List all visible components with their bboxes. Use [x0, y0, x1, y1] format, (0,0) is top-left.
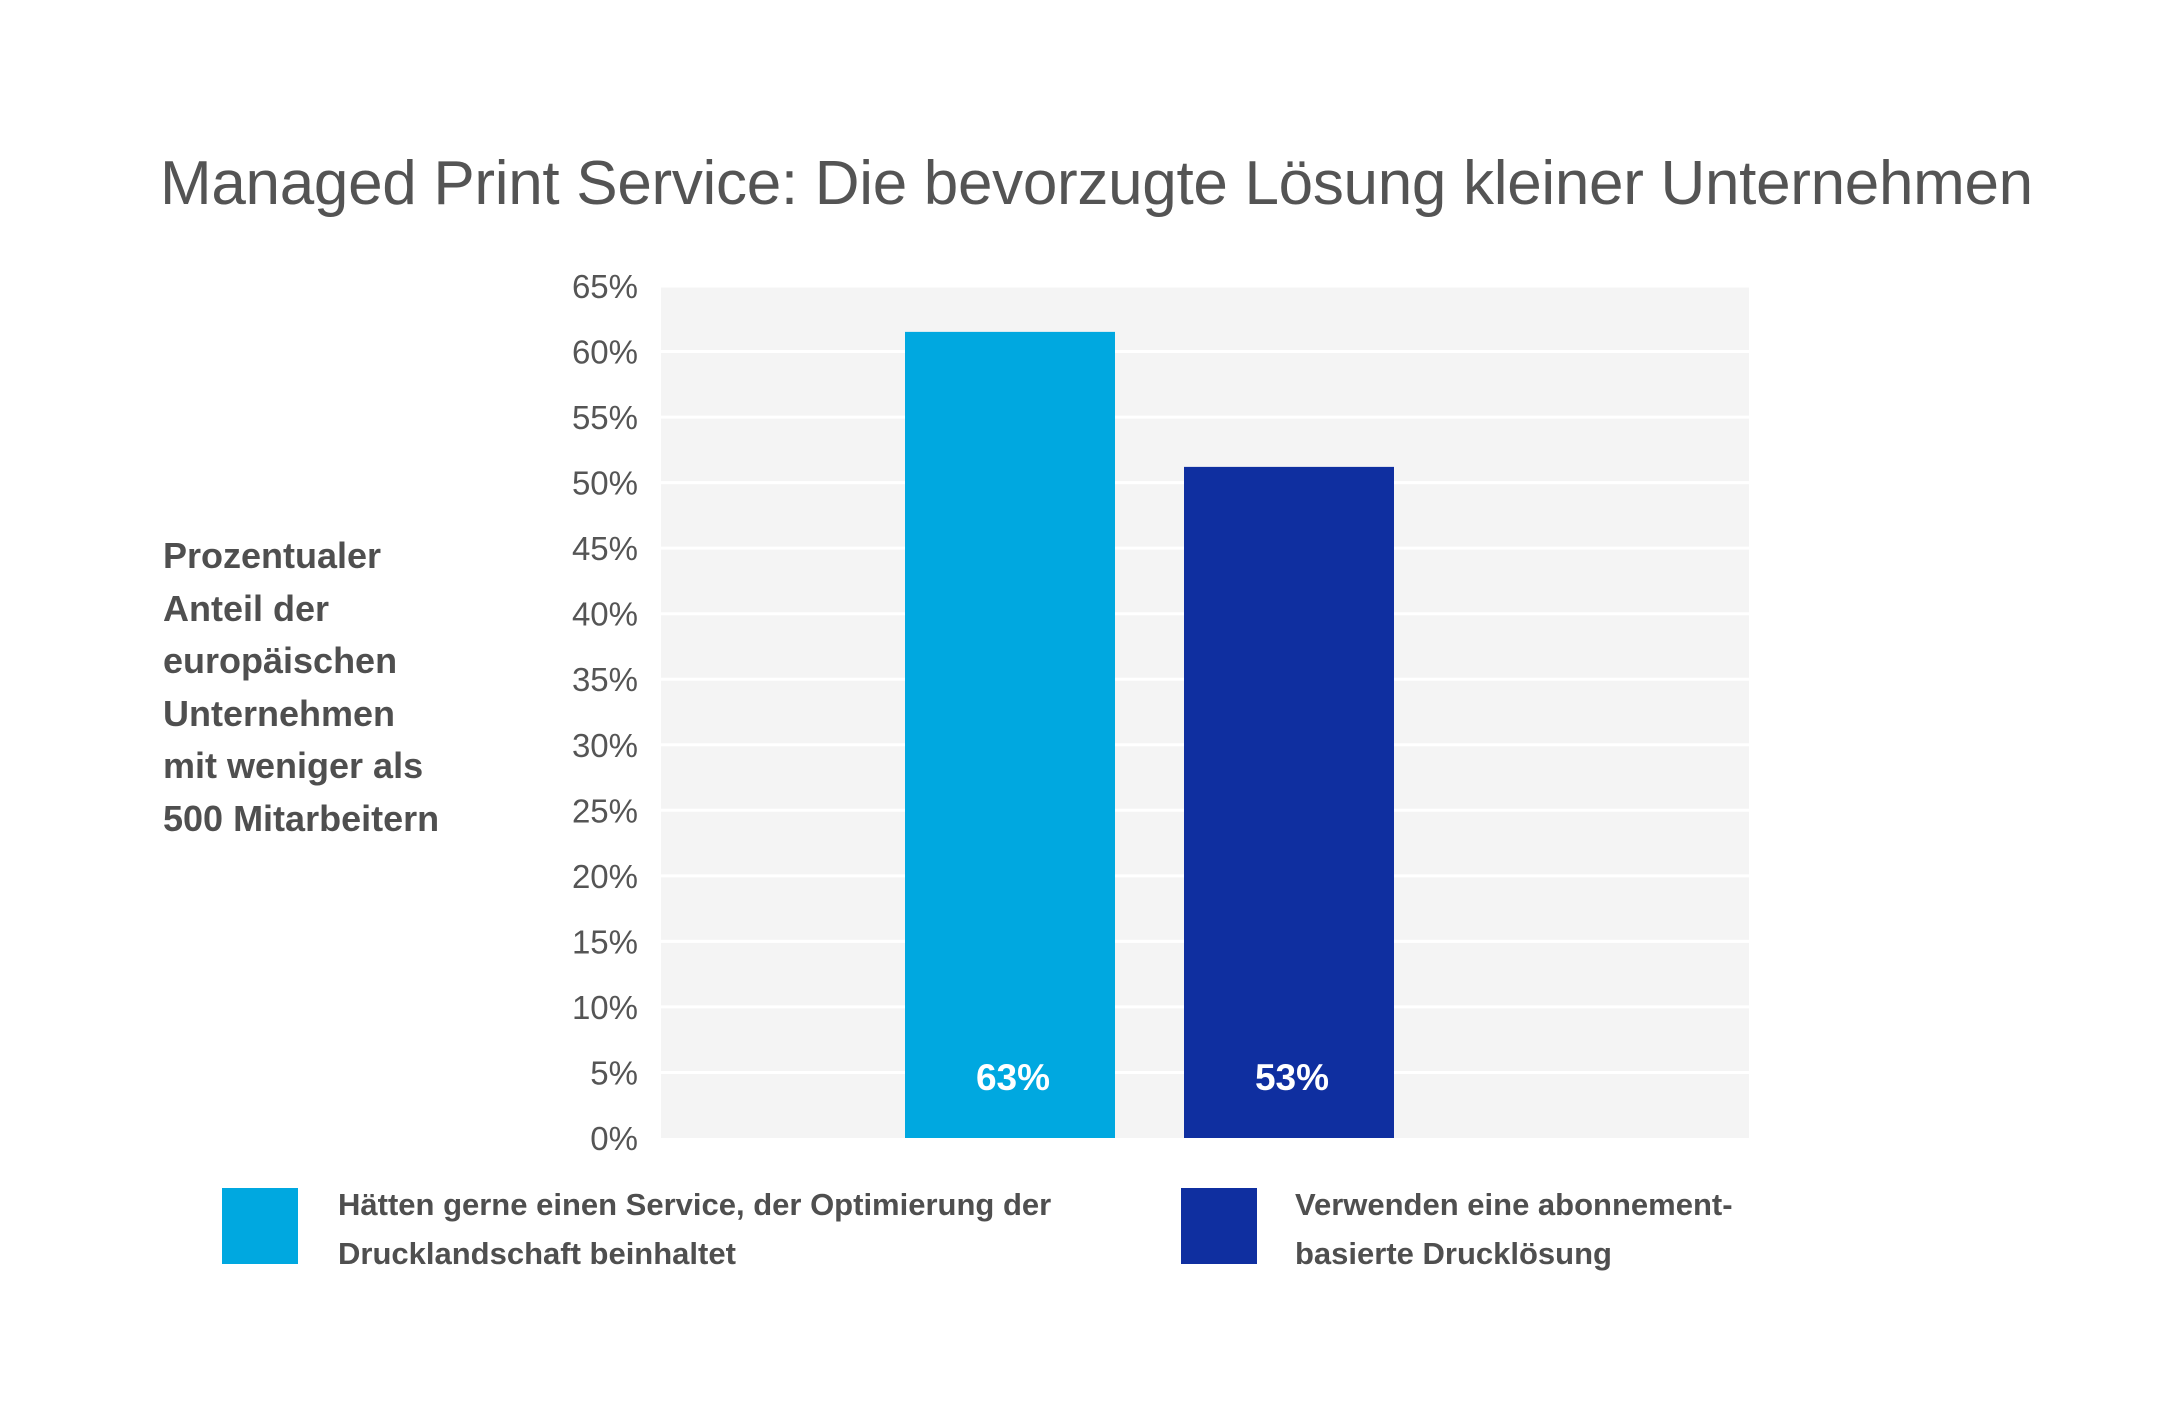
- bar-value-label: 53%: [1255, 1057, 1329, 1098]
- y-tick-label: 25%: [572, 792, 638, 829]
- legend-swatch-subscription: [1181, 1188, 1257, 1264]
- legend-label-subscription: Verwenden eine abonnement- basierte Druc…: [1295, 1180, 1733, 1278]
- y-tick-label: 55%: [572, 399, 638, 436]
- legend-label-service: Hätten gerne einen Service, der Optimier…: [338, 1180, 1051, 1278]
- y-axis-label-line: Unternehmen: [163, 692, 396, 734]
- y-axis-label-line: Anteil der: [163, 587, 330, 629]
- y-tick-label: 20%: [572, 858, 638, 895]
- bar: [1184, 466, 1394, 1139]
- y-tick-label: 15%: [572, 923, 638, 960]
- y-axis-label-line: Prozentualer: [163, 535, 382, 576]
- y-tick-label: 5%: [590, 1054, 638, 1091]
- legend-label-line: Drucklandschaft beinhaltet: [338, 1236, 736, 1271]
- y-axis-label-line: 500 Mitarbeitern: [163, 797, 440, 839]
- y-tick-label: 60%: [572, 334, 638, 371]
- y-tick-label: 10%: [572, 989, 638, 1026]
- y-tick-label: 35%: [572, 661, 638, 698]
- chart-title: Managed Print Service: Die bevorzugte Lö…: [160, 149, 2033, 218]
- y-tick-label: 0%: [590, 1120, 638, 1157]
- y-tick-label: 40%: [572, 596, 638, 633]
- legend-label-line: Verwenden eine abonnement-: [1295, 1187, 1733, 1222]
- y-axis-label: Prozentualer Anteil der europäischen Unt…: [163, 530, 503, 845]
- legend-label-line: basierte Drucklösung: [1295, 1236, 1612, 1271]
- y-tick-label: 50%: [572, 465, 638, 502]
- y-tick-label: 30%: [572, 727, 638, 764]
- y-axis-label-line: europäischen: [163, 640, 398, 681]
- y-tick-label: 45%: [572, 530, 638, 567]
- legend-label-line: Hätten gerne einen Service, der Optimier…: [338, 1187, 1052, 1222]
- y-axis-label-line: mit weniger als: [163, 745, 424, 786]
- legend-swatch-service: [222, 1188, 298, 1264]
- bar: [905, 331, 1115, 1138]
- y-tick-label: 65%: [572, 268, 638, 305]
- bar-value-label: 63%: [976, 1057, 1050, 1098]
